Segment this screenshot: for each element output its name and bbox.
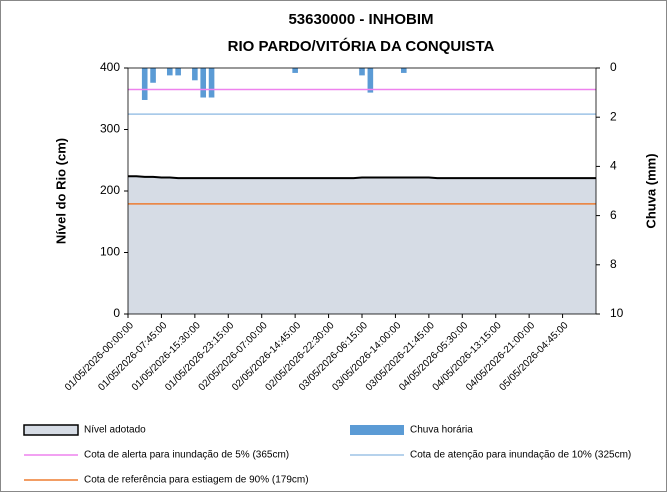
rain-bar: [141, 68, 148, 100]
rain-bar: [400, 68, 407, 73]
legend-label: Cota de alerta para inundação de 5% (365…: [84, 450, 289, 461]
rain-bar: [359, 68, 365, 76]
y2-tick-label: 10: [610, 306, 624, 320]
legend-label: Chuva horária: [410, 425, 473, 436]
y2-tick-label: 2: [610, 109, 617, 123]
y-tick-label: 100: [100, 245, 120, 259]
rain-bar: [166, 68, 173, 76]
y2-axis-label: Chuva (mm): [643, 153, 658, 228]
y2-tick-label: 0: [610, 60, 617, 74]
legend-swatch: [23, 424, 79, 436]
y-tick-label: 300: [100, 122, 120, 136]
y-axis-label: Nível do Rio (cm): [53, 138, 68, 244]
y2-tick-label: 6: [610, 208, 617, 222]
y-tick-label: 200: [100, 183, 120, 197]
legend-label: Nível adotado: [84, 425, 146, 436]
y-tick-label: 0: [113, 306, 120, 320]
y-tick-label: 400: [100, 60, 120, 74]
chart-title: 53630000 - INHOBIM: [288, 11, 433, 28]
area-line: [128, 175, 596, 180]
legend-label: Cota de referência para estiagem de 90% …: [84, 475, 309, 486]
rain-bar: [200, 68, 207, 98]
area: [128, 176, 596, 314]
rain-bar: [192, 68, 198, 81]
rain-bar: [292, 68, 298, 73]
rain-bar: [208, 68, 215, 98]
y2-tick-label: 8: [610, 257, 617, 271]
rain-bar: [175, 68, 181, 76]
chart-title: RIO PARDO/VITÓRIA DA CONQUISTA: [228, 37, 495, 55]
legend-swatch: [350, 425, 404, 435]
rain-bar: [367, 68, 374, 93]
legend-label: Cota de atenção para inundação de 10% (3…: [410, 450, 631, 461]
rain-bar: [150, 68, 156, 83]
y2-tick-label: 4: [610, 159, 617, 173]
